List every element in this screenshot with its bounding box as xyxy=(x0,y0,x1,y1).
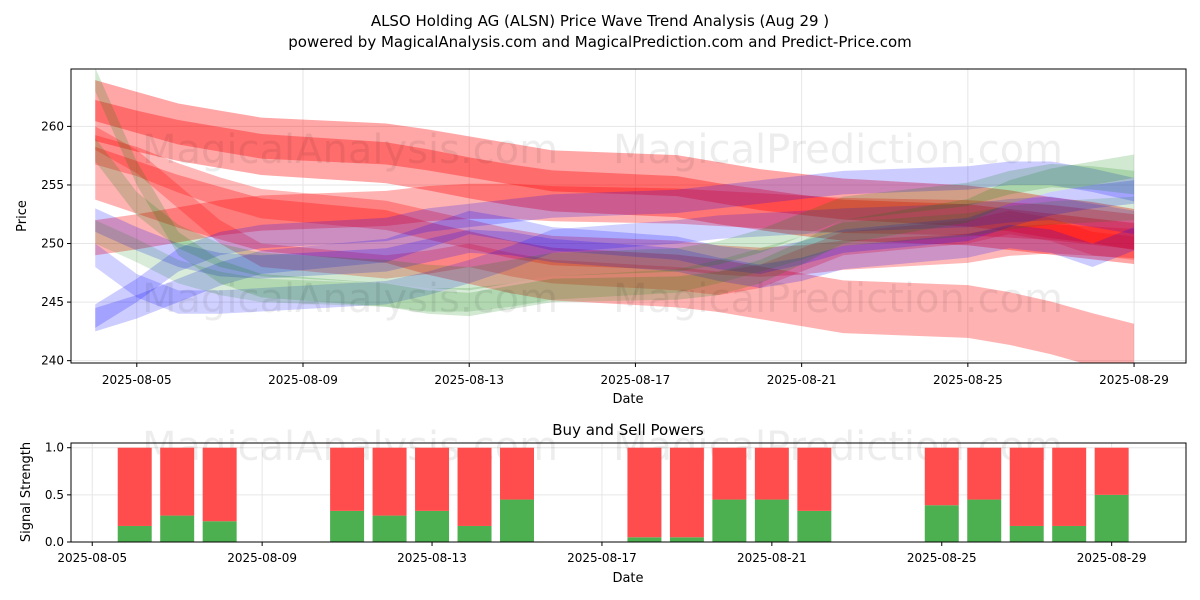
power-bars xyxy=(117,447,1129,542)
chart-subtitle: powered by MagicalAnalysis.com and Magic… xyxy=(288,33,912,51)
sell-bar xyxy=(1094,447,1129,495)
wave-band-red-4 xyxy=(95,135,1135,277)
watermark-text: MagicalAnalysis.com xyxy=(142,276,558,322)
power-ticks: 2025-08-05 2025-08-09 2025-08-13 2025-08-17… xyxy=(45,441,1147,565)
wave-band-blue-7 xyxy=(95,208,1135,289)
sell-bar xyxy=(415,447,450,511)
sell-bar xyxy=(500,447,534,500)
buy-bar xyxy=(669,537,704,542)
watermark-text: MagicalPrediction.com xyxy=(613,127,1063,173)
sell-bar xyxy=(457,447,492,526)
power-x-tick-label: 2025-08-13 xyxy=(397,551,467,565)
sell-bar xyxy=(202,447,237,522)
price-x-tick-label: 2025-08-05 xyxy=(102,373,172,387)
price-y-tick-label: 260 xyxy=(41,119,64,133)
wave-band-blue-9 xyxy=(95,196,1135,314)
price-x-tick-label: 2025-08-29 xyxy=(1099,373,1169,387)
price-x-tick-label: 2025-08-13 xyxy=(434,373,504,387)
power-panel-title: Buy and Sell Powers xyxy=(552,421,704,439)
power-x-tick-label: 2025-08-21 xyxy=(737,551,807,565)
power-x-tick-label: 2025-08-09 xyxy=(227,551,297,565)
power-x-axis-label: Date xyxy=(612,571,643,586)
sell-bar xyxy=(372,447,407,516)
price-x-tick-label: 2025-08-25 xyxy=(933,373,1003,387)
sell-bar xyxy=(627,447,662,538)
wave-band-blue-6 xyxy=(95,180,1135,332)
price-x-axis-label: Date xyxy=(612,392,643,407)
wave-band-red-1 xyxy=(95,100,1135,265)
price-x-tick-label: 2025-08-17 xyxy=(601,373,671,387)
price-wave-bands xyxy=(95,69,1135,363)
buy-bar xyxy=(415,510,450,542)
buy-bar xyxy=(712,499,747,542)
sell-bar xyxy=(924,447,959,506)
price-x-tick-label: 2025-08-09 xyxy=(268,373,338,387)
buy-bar xyxy=(1009,525,1044,542)
buy-bar xyxy=(500,499,534,542)
power-y-tick-label: 0.5 xyxy=(45,488,64,502)
price-ticks: 2025-08-05 2025-08-09 2025-08-13 2025-08-17… xyxy=(41,119,1169,387)
buy-bar xyxy=(330,510,365,542)
power-y-tick-label: 1.0 xyxy=(45,441,64,455)
price-panel: MagicalAnalysis.com MagicalPrediction.com… xyxy=(15,68,1187,407)
power-panel: Buy and Sell Powers MagicalAnalysis.com M… xyxy=(19,421,1187,586)
buy-bar xyxy=(457,525,492,542)
price-watermarks: MagicalAnalysis.com MagicalPrediction.com… xyxy=(142,127,1063,322)
buy-bar xyxy=(160,515,195,542)
sell-bar xyxy=(1009,447,1044,526)
sell-bar xyxy=(797,447,832,511)
price-y-axis-label: Price xyxy=(15,200,30,232)
wave-band-red-2 xyxy=(95,146,1135,363)
wave-band-blue-8 xyxy=(95,161,1135,328)
buy-bar xyxy=(627,537,662,542)
price-y-tick-label: 245 xyxy=(41,295,64,309)
buy-bar xyxy=(1094,494,1129,542)
price-plot-background xyxy=(71,69,1186,363)
watermark-text: MagicalAnalysis.com xyxy=(142,127,558,173)
wave-band-green-11 xyxy=(95,138,1135,291)
buy-bar xyxy=(1052,525,1087,542)
wave-band-red-0 xyxy=(95,80,1135,250)
sell-bar xyxy=(669,447,704,538)
sell-bar xyxy=(754,447,789,500)
power-plot-frame xyxy=(70,442,1187,543)
sell-bar xyxy=(160,447,195,516)
buy-bar xyxy=(372,515,407,542)
wave-band-green-12 xyxy=(95,196,1135,312)
buy-bar xyxy=(924,505,959,542)
sell-bar xyxy=(712,447,747,500)
sell-bar xyxy=(117,447,152,526)
price-y-tick-label: 240 xyxy=(41,354,64,368)
sell-bar xyxy=(330,447,365,511)
power-x-tick-label: 2025-08-25 xyxy=(907,551,977,565)
power-x-tick-label: 2025-08-17 xyxy=(567,551,637,565)
power-y-axis-label: Signal Strength xyxy=(19,442,34,542)
wave-band-red-5 xyxy=(95,126,1135,296)
power-y-tick-label: 0.0 xyxy=(45,535,64,549)
sell-bar xyxy=(967,447,1002,500)
sell-bar xyxy=(1052,447,1087,526)
buy-bar xyxy=(797,510,832,542)
price-y-tick-label: 250 xyxy=(41,237,64,251)
buy-bar xyxy=(117,525,152,542)
price-gridlines xyxy=(71,69,1186,363)
price-x-tick-label: 2025-08-21 xyxy=(767,373,837,387)
price-y-tick-label: 255 xyxy=(41,178,64,192)
buy-bar xyxy=(754,499,789,542)
chart-title: ALSO Holding AG (ALSN) Price Wave Trend … xyxy=(371,12,829,30)
power-x-tick-label: 2025-08-29 xyxy=(1077,551,1147,565)
buy-bar xyxy=(202,521,237,542)
watermark-text: MagicalPrediction.com xyxy=(613,276,1063,322)
power-x-tick-label: 2025-08-05 xyxy=(57,551,127,565)
buy-bar xyxy=(967,499,1002,542)
price-plot-frame xyxy=(70,68,1187,364)
wave-band-red-3 xyxy=(95,183,1135,256)
